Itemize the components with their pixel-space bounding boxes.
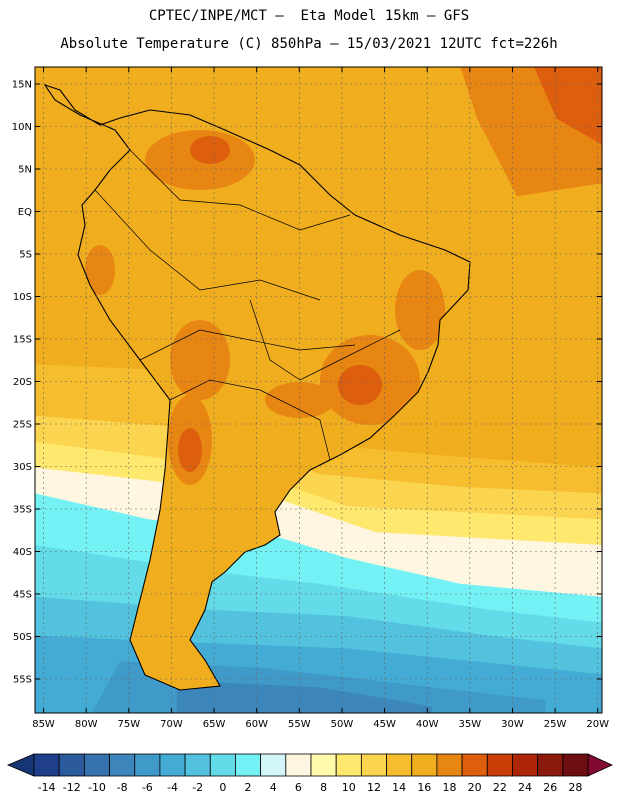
field-hotspot (265, 382, 335, 418)
colorbar-swatch (209, 753, 236, 777)
colorbar-label: 28 (568, 781, 582, 794)
colorbar-label: -10 (88, 781, 106, 794)
colorbar: -14 -12 -10 -8 -6 -4 -2 0 2 4 6 8 10 12 14 16 18 20 22 24 26… (6, 753, 613, 794)
lat-label: 35S (13, 505, 32, 516)
colorbar-swatch (159, 753, 186, 777)
colorbar-swatch (486, 753, 513, 777)
colorbar-high-arrow (587, 753, 613, 777)
colorbar-label: -4 (167, 781, 178, 794)
colorbar-swatch (310, 753, 337, 777)
field-hotspot (178, 428, 202, 472)
lon-label: 30W (501, 719, 524, 730)
field-band (176, 680, 432, 713)
colorbar-swatch (335, 753, 362, 777)
colorbar-label: 26 (543, 781, 557, 794)
lat-label: 30S (13, 462, 32, 473)
country-border (169, 379, 331, 461)
lon-label: 75W (117, 719, 140, 730)
colorbar-swatch (83, 753, 110, 777)
lat-label: 15N (12, 80, 32, 91)
lat-label: 10N (12, 122, 32, 133)
colorbar-swatch (33, 753, 60, 777)
lon-label: 40W (416, 719, 439, 730)
lat-label: 20S (13, 377, 32, 388)
lat-label: 50S (13, 632, 32, 643)
colorbar-swatch (184, 753, 211, 777)
colorbar-label: 16 (417, 781, 431, 794)
lon-label: 20W (586, 719, 609, 730)
colorbar-label: 14 (392, 781, 406, 794)
lat-label: 10S (13, 292, 32, 303)
map-frame (34, 66, 603, 714)
lat-label: EQ (18, 207, 32, 218)
lat-label: 45S (13, 590, 32, 601)
colorbar-swatch (562, 753, 589, 777)
country-border (139, 329, 356, 361)
colorbar-label: 24 (518, 781, 532, 794)
field-hotspot (395, 270, 445, 350)
colorbar-swatch (537, 753, 564, 777)
country-border (94, 189, 321, 301)
lat-label: 15S (13, 335, 32, 346)
lat-label: 40S (13, 547, 32, 558)
colorbar-label: 22 (493, 781, 507, 794)
field-hotspot (190, 136, 230, 164)
colorbar-swatch (360, 753, 387, 777)
lon-label: 80W (75, 719, 98, 730)
colorbar-label: -6 (142, 781, 153, 794)
land-field (45, 85, 470, 690)
colorbar-label: 0 (219, 781, 226, 794)
colorbar-label: -14 (38, 781, 56, 794)
colorbar-swatch (386, 753, 413, 777)
country-border (249, 299, 401, 381)
colorbar-swatch (109, 753, 136, 777)
colorbar-swatch (235, 753, 262, 777)
lon-label: 45W (373, 719, 396, 730)
colorbar-label: 6 (295, 781, 302, 794)
field-band (534, 67, 602, 145)
field-hotspot (338, 365, 382, 405)
lon-label: 50W (331, 719, 354, 730)
colorbar-swatch (260, 753, 287, 777)
axis-ticks: 15N 10N 5N EQ 5S 10S 15S 20S 25S 30S 35S 40S 45S 50S 5… (12, 67, 609, 730)
colorbar-label: 4 (270, 781, 277, 794)
colorbar-swatch (436, 753, 463, 777)
colorbar-low-arrow (6, 753, 35, 777)
lon-label: 35W (459, 719, 482, 730)
colorbar-swatch (411, 753, 438, 777)
colorbar-label: 10 (342, 781, 356, 794)
colorbar-swatch (461, 753, 488, 777)
lon-label: 60W (245, 719, 268, 730)
colorbar-label: -12 (63, 781, 81, 794)
lat-label: 55S (13, 675, 32, 686)
lon-label: 55W (288, 719, 311, 730)
colorbar-label: 12 (367, 781, 381, 794)
chart-subtitle: Absolute Temperature (C) 850hPa – 15/03/… (60, 36, 558, 52)
lat-label: 25S (13, 420, 32, 431)
lon-label: 85W (32, 719, 55, 730)
colorbar-swatch (58, 753, 85, 777)
colorbar-swatch (134, 753, 161, 777)
colorbar-swatch (285, 753, 312, 777)
chart-title: CPTEC/INPE/MCT – Eta Model 15km – GFS (148, 8, 470, 24)
colorbar-label: 20 (468, 781, 482, 794)
coastline (43, 83, 471, 691)
field-hotspot (170, 320, 230, 400)
lon-label: 65W (203, 719, 226, 730)
colorbar-label: -8 (117, 781, 128, 794)
colorbar-label: 2 (245, 781, 252, 794)
colorbar-label: 18 (443, 781, 457, 794)
lon-label: 25W (544, 719, 567, 730)
colorbar-label: 8 (320, 781, 327, 794)
lat-label: 5S (19, 250, 32, 261)
lon-label: 70W (160, 719, 183, 730)
colorbar-label: -2 (192, 781, 203, 794)
country-border (129, 149, 351, 231)
colorbar-swatch (512, 753, 539, 777)
field-hotspot (85, 245, 115, 295)
lat-label: 5N (18, 165, 32, 176)
